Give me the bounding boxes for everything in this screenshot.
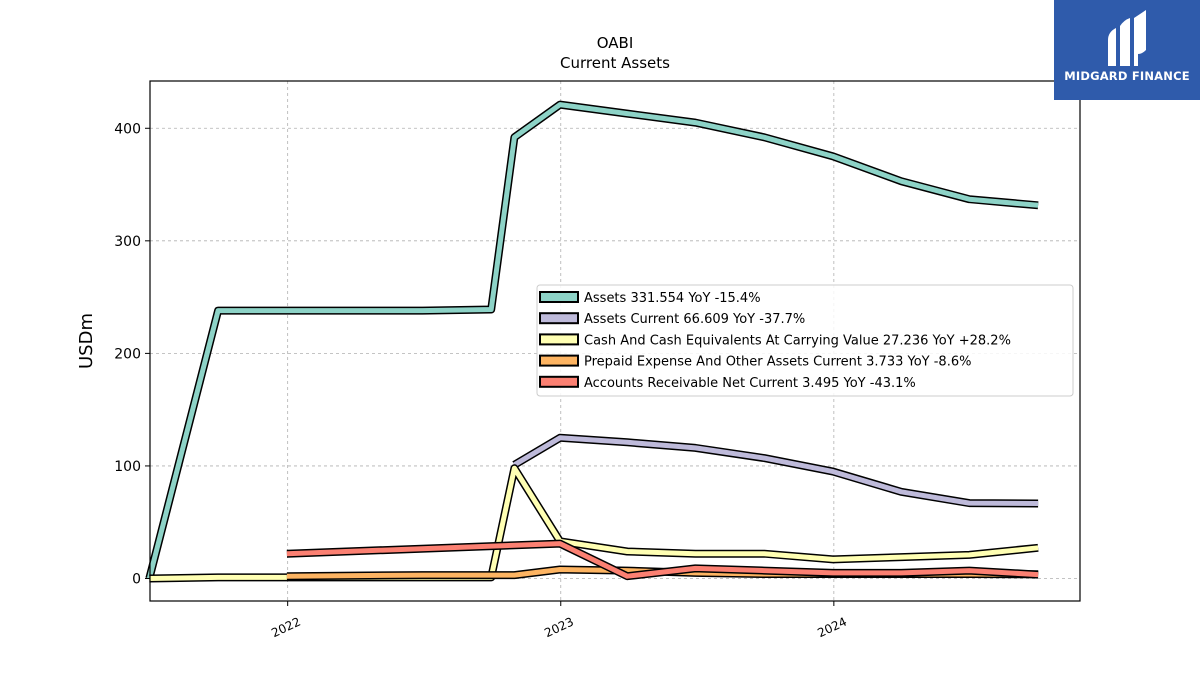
logo-text: MIDGARD FINANCE — [1064, 69, 1190, 83]
legend-swatch — [539, 291, 579, 303]
x-tick-label: 2024 — [815, 615, 849, 641]
legend-swatch — [539, 312, 579, 325]
midgard-logo-icon — [1108, 10, 1146, 66]
series-line — [513, 435, 1039, 506]
y-tick-label: 400 — [114, 121, 141, 137]
legend-swatch — [539, 333, 579, 346]
series-line-outline — [512, 433, 1039, 508]
series-line — [286, 541, 1039, 579]
chart-title: OABI — [597, 34, 634, 52]
legend-swatch — [539, 375, 579, 388]
legend-entry: Cash And Cash Equivalents At Carrying Va… — [584, 333, 1011, 348]
chart-subtitle: Current Assets — [560, 54, 670, 72]
x-tick-label: 2023 — [542, 615, 576, 641]
legend-box — [536, 284, 1074, 397]
series-group — [145, 100, 1039, 583]
brand-logo: MIDGARD FINANCE — [1054, 0, 1200, 100]
legend-entry: Accounts Receivable Net Current 3.495 Yo… — [584, 376, 916, 391]
legend-entry: Prepaid Expense And Other Assets Current… — [584, 355, 971, 370]
y-tick-label: 100 — [114, 459, 141, 475]
series-line — [146, 102, 1039, 580]
y-tick-label: 300 — [114, 234, 141, 250]
legend-swatch — [539, 354, 579, 367]
y-tick-label: 200 — [114, 346, 141, 362]
legend-entry: Assets 331.554 YoY -15.4% — [584, 291, 761, 306]
legend: Assets 331.554 YoY -15.4% Assets Current … — [536, 284, 1074, 397]
y-axis-label: USDm — [76, 313, 97, 369]
x-tick-label: 2022 — [269, 615, 303, 641]
plot-frame — [149, 80, 1081, 602]
y-tick-label: 0 — [132, 571, 141, 587]
legend-entry: Assets Current 66.609 YoY -37.7% — [584, 312, 805, 327]
